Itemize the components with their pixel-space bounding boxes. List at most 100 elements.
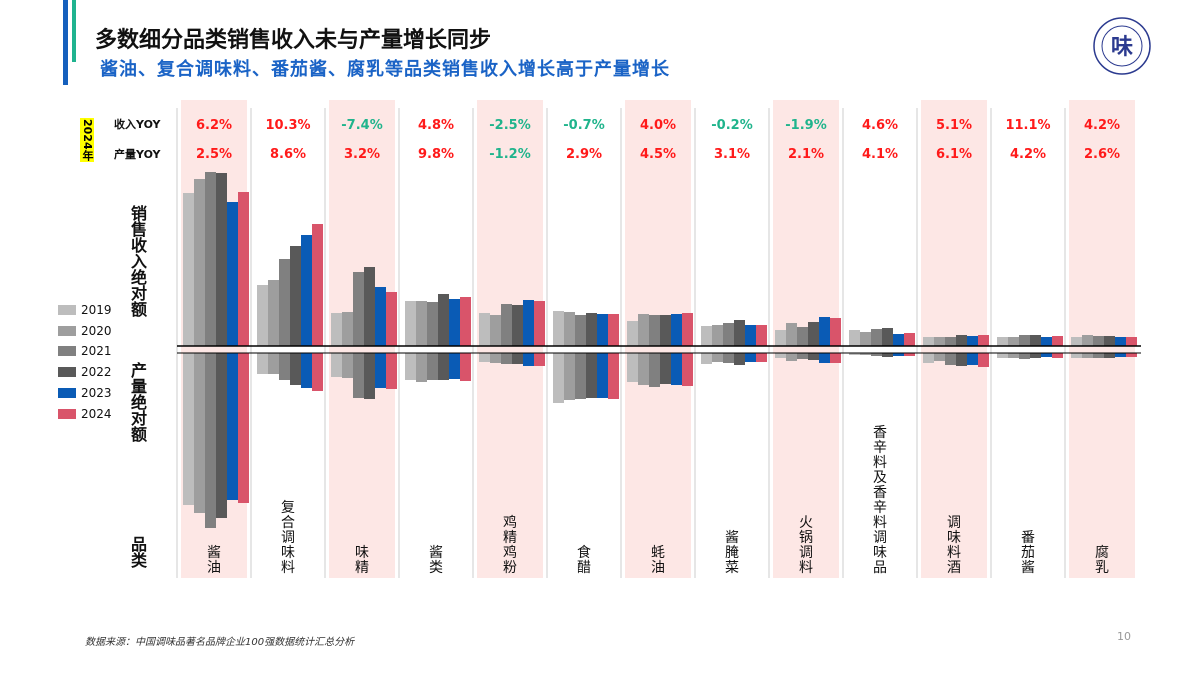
revenue-bar-2019 <box>479 313 490 346</box>
category-label-char: 油 <box>651 560 665 576</box>
svg-text:味: 味 <box>1111 35 1133 60</box>
legend-label: 2023 <box>81 385 112 400</box>
revenue-bar-2020 <box>1008 337 1019 346</box>
category-label-char: 粉 <box>503 560 517 576</box>
revenue-yoy-value: 4.2% <box>1084 118 1120 133</box>
revenue-bar-2021 <box>1019 335 1030 346</box>
revenue-bar-2023 <box>597 314 608 346</box>
revenue-bar-2022 <box>364 267 375 346</box>
revenue-bar-2021 <box>945 337 956 346</box>
page-subtitle: 酱油、复合调味料、番茄酱、腐乳等品类销售收入增长高于产量增长 <box>100 59 670 80</box>
revenue-bar-2022 <box>586 313 597 346</box>
category-label-char: 香 <box>873 425 887 441</box>
category-label-char: 酱 <box>429 545 443 561</box>
revenue-bar-2020 <box>490 315 501 346</box>
revenue-bar-2022 <box>290 246 301 346</box>
output-bar-2019 <box>257 353 268 374</box>
output-bar-2019 <box>775 353 786 358</box>
output-bar-2024 <box>534 353 545 366</box>
revenue-bar-2021 <box>279 259 290 346</box>
revenue-bar-2019 <box>1071 337 1082 346</box>
output-bar-2024 <box>904 353 915 356</box>
output-bar-2023 <box>893 353 904 356</box>
revenue-bar-2020 <box>786 323 797 346</box>
revenue-bar-2022 <box>734 320 745 346</box>
revenue-bar-2021 <box>723 323 734 346</box>
output-bar-2023 <box>227 353 238 500</box>
output-bar-2023 <box>1115 353 1126 357</box>
revenue-bar-2024 <box>1126 337 1137 346</box>
category-label-char: 菜 <box>725 560 739 576</box>
legend-label: 2021 <box>81 344 112 359</box>
revenue-bar-2020 <box>860 332 871 346</box>
association-logo: 味 <box>1093 17 1151 75</box>
category-label-char: 料 <box>873 515 887 531</box>
revenue-bar-2020 <box>564 312 575 346</box>
output-yoy-value: 4.5% <box>640 147 676 162</box>
revenue-bar-2024 <box>904 333 915 346</box>
page-title: 多数细分品类销售收入未与产量增长同步 <box>95 28 492 53</box>
revenue-bar-2020 <box>342 312 353 346</box>
revenue-bar-2019 <box>923 337 934 346</box>
revenue-bar-2021 <box>205 172 216 346</box>
output-bar-2024 <box>460 353 471 381</box>
year-tag: 2024年 <box>80 118 94 162</box>
output-yoy-label: 产量YOY <box>114 148 161 161</box>
category-label-char: 食 <box>577 544 591 561</box>
category-label-char: 蚝 <box>651 545 665 561</box>
revenue-bar-2021 <box>575 315 586 346</box>
revenue-bar-2024 <box>978 335 989 346</box>
revenue-bar-2024 <box>238 192 249 346</box>
revenue-bar-2021 <box>353 272 364 346</box>
category-label-char: 及 <box>873 470 887 486</box>
category-label-char: 番 <box>1021 530 1035 546</box>
revenue-bar-2019 <box>331 313 342 346</box>
output-bar-2020 <box>564 353 575 400</box>
output-bar-2024 <box>1052 353 1063 358</box>
revenue-yoy-value: 6.2% <box>196 118 232 133</box>
category-label-char: 料 <box>947 545 961 561</box>
output-bar-2023 <box>301 353 312 388</box>
category-label-char: 油 <box>207 560 221 576</box>
output-bar-2023 <box>1041 353 1052 357</box>
legend-item-2024: 2024 <box>58 407 112 421</box>
output-bar-2019 <box>701 353 712 364</box>
category-label-char: 酒 <box>947 560 961 576</box>
revenue-bar-2020 <box>934 337 945 346</box>
revenue-bar-2020 <box>416 301 427 346</box>
output-bar-2020 <box>786 353 797 361</box>
revenue-bar-2024 <box>460 297 471 346</box>
revenue-bar-2023 <box>523 300 534 346</box>
revenue-bar-2023 <box>967 336 978 346</box>
revenue-yoy-value: 11.1% <box>1005 118 1050 133</box>
output-bar-2019 <box>331 353 342 377</box>
revenue-yoy-value: -7.4% <box>341 118 382 133</box>
output-bar-2021 <box>205 353 216 528</box>
output-bar-2020 <box>268 353 279 374</box>
category-label-char: 类 <box>429 560 443 576</box>
output-bar-2019 <box>553 353 564 403</box>
revenue-bar-2023 <box>671 314 682 346</box>
output-bar-2023 <box>375 353 386 388</box>
output-bar-2024 <box>386 353 397 389</box>
output-bar-2024 <box>978 353 989 367</box>
output-bar-2020 <box>934 353 945 361</box>
revenue-bar-2021 <box>427 302 438 346</box>
category-label-char: 乳 <box>1095 560 1109 576</box>
output-yoy-value: -1.2% <box>489 147 530 162</box>
output-yoy-value: 9.8% <box>418 147 454 162</box>
revenue-yoy-value: -1.9% <box>785 118 826 133</box>
legend-label: 2019 <box>81 303 112 317</box>
category-label-char: 腐 <box>1095 544 1109 561</box>
revenue-bar-2024 <box>830 318 841 346</box>
output-bar-2024 <box>830 353 841 363</box>
output-yoy-value: 4.1% <box>862 147 898 162</box>
category-label-char: 香 <box>873 485 887 501</box>
category-label-char: 合 <box>281 515 295 531</box>
legend-swatch <box>58 305 76 315</box>
revenue-bar-2023 <box>449 299 460 346</box>
revenue-yoy-label: 收入YOY <box>114 118 161 131</box>
output-axis-label: 产量绝对额 <box>128 362 147 442</box>
output-yoy-value: 4.2% <box>1010 147 1046 162</box>
